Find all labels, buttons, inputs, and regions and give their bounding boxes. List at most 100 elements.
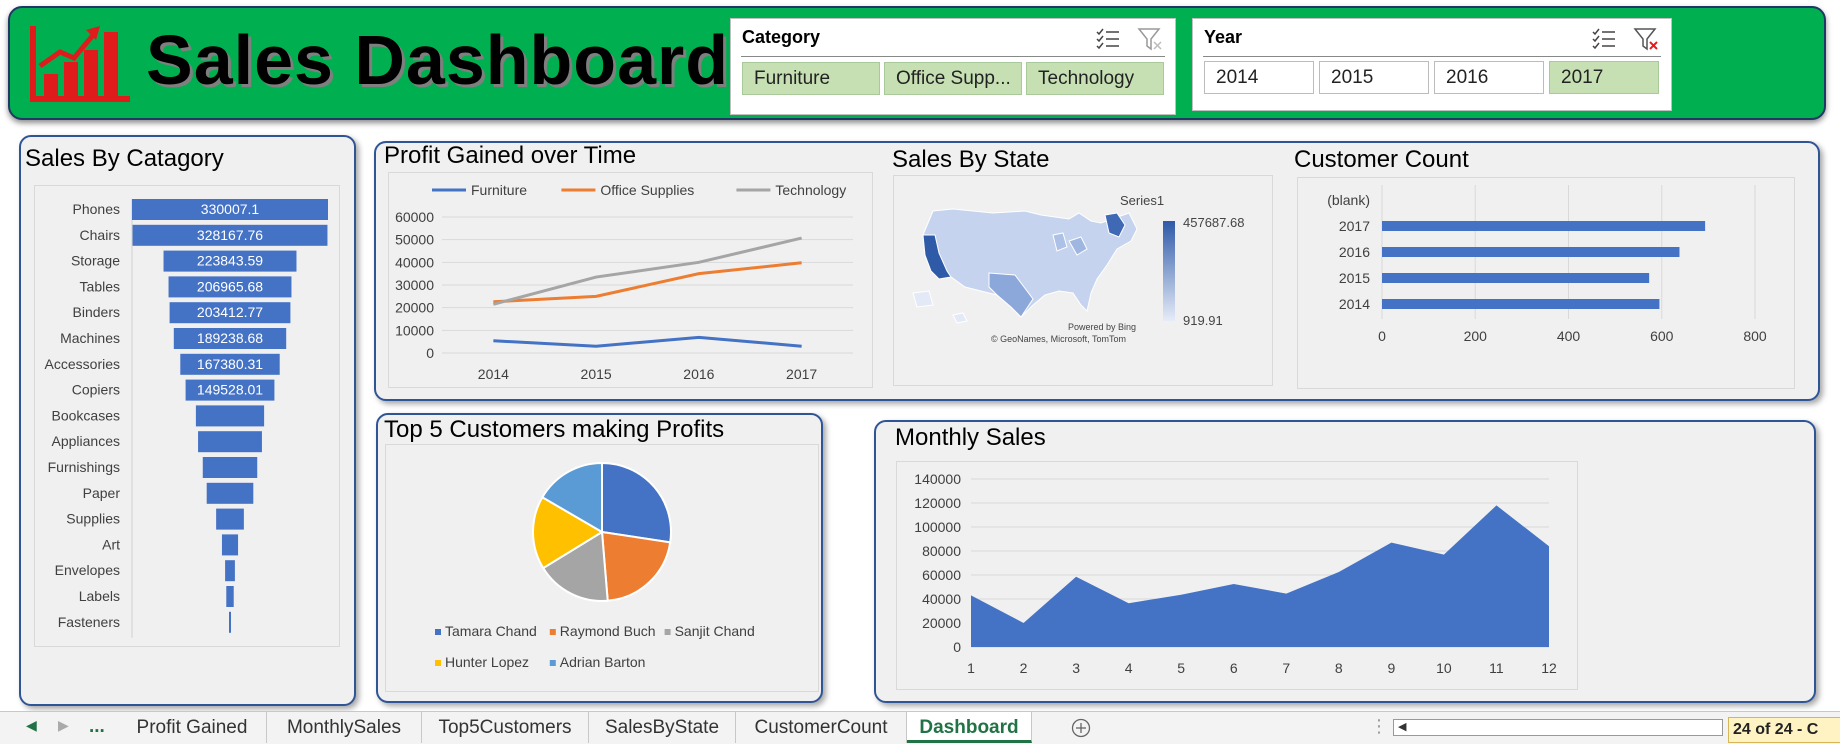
year-slicer-title: Year xyxy=(1204,27,1243,47)
scrollbar-left-arrow-icon[interactable]: ◀ xyxy=(1398,721,1407,733)
tab-splitter-handle[interactable]: ⋮ xyxy=(1370,716,1388,736)
add-sheet-icon[interactable] xyxy=(1071,718,1091,738)
funnel-category-label: Fasteners xyxy=(58,614,120,630)
funnel-category-label: Storage xyxy=(71,253,120,269)
clear-filter-icon[interactable] xyxy=(1633,27,1659,51)
y-tick-label: 10000 xyxy=(395,322,434,338)
multi-select-icon[interactable] xyxy=(1591,27,1617,51)
slicer-item-furniture[interactable]: Furniture xyxy=(742,62,880,95)
legend-swatch xyxy=(549,660,556,666)
more-tabs-button[interactable]: ... xyxy=(89,716,105,737)
y-tick-label: 30000 xyxy=(395,277,434,293)
legend-label: Raymond Buch xyxy=(560,623,656,639)
y-tick-label: 40000 xyxy=(395,254,434,270)
monthly-sales-title: Monthly Sales xyxy=(895,424,1046,451)
tab-top5-customers[interactable]: Top5Customers xyxy=(422,712,589,743)
pie-slice xyxy=(541,461,603,534)
slicer-divider xyxy=(741,56,1165,57)
slicer-item-2014[interactable]: 2014 xyxy=(1204,61,1314,94)
count-bar xyxy=(1382,247,1680,257)
slicer-item-2017[interactable]: 2017 xyxy=(1549,61,1659,94)
legend-label: Hunter Lopez xyxy=(445,654,529,670)
x-tick-label: 4 xyxy=(1125,660,1133,676)
scroll-left-icon[interactable]: ◀ xyxy=(26,717,37,733)
funnel-bar xyxy=(163,250,297,272)
x-tick-label: 5 xyxy=(1177,660,1185,676)
monthly-sales-panel xyxy=(874,420,1816,703)
top5-customers-chart: Tamara Chand Raymond Buch Sanjit Chand Hunt… xyxy=(435,461,755,670)
map-legend-max: 457687.68 xyxy=(1183,215,1244,230)
sales-by-state-title: Sales By State xyxy=(892,146,1050,173)
y-tick-label: 0 xyxy=(426,345,434,361)
top5-customers-title: Top 5 Customers making Profits xyxy=(384,416,725,443)
funnel-category-label: Accessories xyxy=(45,356,120,372)
slicer-item-office-supplies[interactable]: Office Supp... xyxy=(884,62,1022,95)
funnel-bar xyxy=(195,405,265,427)
funnel-bar xyxy=(202,457,258,478)
y-tick-label: 2014 xyxy=(1339,296,1370,312)
funnel-category-label: Paper xyxy=(83,485,121,501)
funnel-bar xyxy=(229,611,231,633)
x-tick-label: 8 xyxy=(1335,660,1343,676)
y-tick-label: 0 xyxy=(953,639,961,655)
funnel-value-label: 328167.76 xyxy=(197,227,263,243)
funnel-category-label: Envelopes xyxy=(55,562,120,578)
clear-filter-icon[interactable] xyxy=(1137,27,1163,51)
y-tick-label: (blank) xyxy=(1327,192,1370,208)
funnel-bar xyxy=(206,482,254,504)
funnel-bar xyxy=(225,560,235,582)
slicer-item-technology[interactable]: Technology xyxy=(1026,62,1164,95)
legend-label: Adrian Barton xyxy=(560,654,646,670)
funnel-bar xyxy=(226,586,234,607)
pie-slice xyxy=(600,530,672,602)
x-tick-label: 9 xyxy=(1387,660,1395,676)
y-tick-label: 60000 xyxy=(395,209,434,225)
status-counter: 24 of 24 - C xyxy=(1728,717,1840,743)
category-slicer-title: Category xyxy=(742,27,821,47)
profit-over-time-plot-area xyxy=(388,172,873,388)
funnel-category-label: Tables xyxy=(80,278,120,294)
funnel-bar xyxy=(132,199,328,220)
tab-profit-gained[interactable]: Profit Gained xyxy=(118,712,267,743)
slicer-item-2015[interactable]: 2015 xyxy=(1319,61,1429,94)
legend-label: Technology xyxy=(775,182,846,198)
legend-label: Sanjit Chand xyxy=(675,623,755,639)
y-tick-label: 2016 xyxy=(1339,244,1370,260)
funnel-value-label: 167380.31 xyxy=(197,356,263,372)
slicer-item-2016[interactable]: 2016 xyxy=(1434,61,1544,94)
sales-by-category-chart: Phones 330007.1 Chairs 328167.76 Storage 2238… xyxy=(45,199,328,638)
customer-count-chart: 0 200 400 600 800 (blank) 2017 2016 2015 2014 xyxy=(1327,185,1767,344)
tab-monthly-sales[interactable]: MonthlySales xyxy=(267,712,422,743)
multi-select-icon[interactable] xyxy=(1095,27,1121,51)
funnel-bar xyxy=(198,431,262,453)
pie-slice xyxy=(601,461,672,544)
y-tick-label: 120000 xyxy=(914,495,961,511)
monthly-sales-plot-area xyxy=(896,461,1578,690)
legend-label: Office Supplies xyxy=(600,182,694,198)
sales-by-category-title: Sales By Catagory xyxy=(25,145,224,172)
map-credit-geonames: © GeoNames, Microsoft, TomTom xyxy=(991,334,1126,344)
top5-customers-plot-area xyxy=(385,444,819,692)
count-bar xyxy=(1382,221,1706,231)
y-tick-label: 20000 xyxy=(922,615,961,631)
tab-dashboard[interactable]: Dashboard xyxy=(907,712,1032,743)
y-tick-label: 2017 xyxy=(1339,218,1370,234)
legend-swatch xyxy=(435,629,441,635)
y-tick-label: 140000 xyxy=(914,471,961,487)
map-legend-min: 919.91 xyxy=(1183,313,1223,328)
tab-sales-by-state[interactable]: SalesByState xyxy=(589,712,736,743)
map-color-scale xyxy=(1163,221,1175,321)
horizontal-scrollbar[interactable]: ◀ xyxy=(1393,719,1723,736)
funnel-value-label: 203412.77 xyxy=(197,304,263,320)
x-tick-label: 200 xyxy=(1464,328,1488,344)
funnel-bar xyxy=(185,379,275,401)
x-tick-label: 800 xyxy=(1743,328,1767,344)
tab-customer-count[interactable]: CustomerCount xyxy=(736,712,907,743)
funnel-category-label: Phones xyxy=(73,201,120,217)
funnel-bar xyxy=(169,302,291,324)
scroll-right-icon[interactable]: ▶ xyxy=(58,717,69,733)
funnel-category-label: Supplies xyxy=(66,511,120,527)
funnel-category-label: Copiers xyxy=(72,382,120,398)
sales-by-state-map: Series1 457687.68 919.91 Powered by Bing… xyxy=(912,193,1244,344)
funnel-bar xyxy=(173,328,287,349)
